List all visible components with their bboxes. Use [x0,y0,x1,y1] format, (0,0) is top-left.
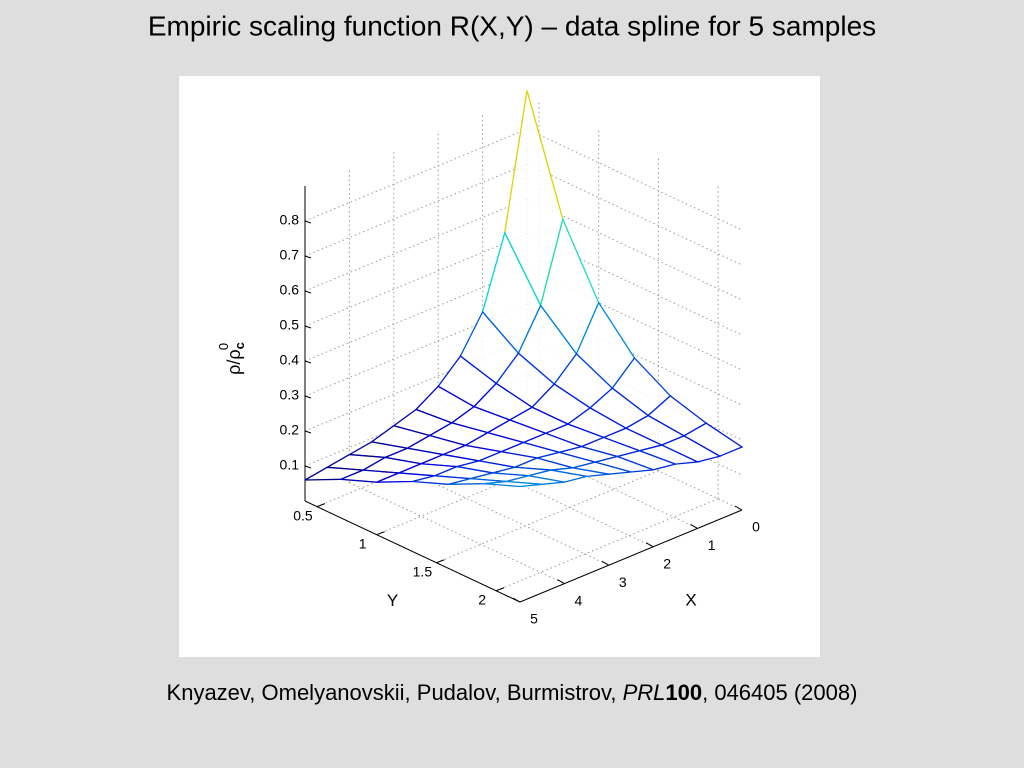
y-axis [304,500,521,603]
z-tick-label: 0.6 [280,282,300,298]
citation: Knyazev, Omelyanovskii, Pudalov, Burmist… [0,680,1024,706]
y-tick [436,559,445,564]
z-tick [304,465,312,469]
z-tick-label: 0.1 [280,457,300,473]
x-tick [557,579,565,585]
z-tick-label: 0.7 [280,247,300,263]
x-tick [690,523,698,529]
z-tick [304,290,312,294]
z-axis-label: ρ/ρc0 [216,342,247,375]
y-tick-label: 2 [478,591,486,607]
x-tick [512,597,521,603]
y-tick-label: 1.5 [413,563,433,579]
x-axis [519,509,743,603]
x-tick-label: 2 [663,556,671,572]
y-tick [316,503,326,508]
x-tick [734,505,743,511]
z-tick-label: 0.8 [280,212,300,228]
z-label-base: ρ/ρ [224,349,244,374]
surface-cell [484,480,543,488]
z-label-sup: 0 [216,343,231,350]
volume: 100 [665,680,703,705]
x-tick [601,560,610,566]
x-tick-label: 5 [530,611,538,627]
z-tick [304,430,312,434]
y-tick [376,531,385,536]
citation-rest: , 046405 (2008) [702,680,858,705]
y-tick [495,587,505,592]
y-axis-label: Y [387,591,398,610]
x-tick-label: 1 [708,537,716,553]
chart: Empiric scaling function R(X,Y) – data s… [148,10,876,657]
z-tick-label: 0.4 [280,352,300,368]
z-tick [304,325,312,329]
z-tick-label: 0.5 [280,317,300,333]
z-tick [304,220,312,224]
x-axis-label: X [685,590,696,609]
journal: PRL [622,680,666,705]
x-tick-label: 4 [575,592,583,608]
y-tick-label: 0.5 [293,507,313,523]
x-tick-label: 3 [619,574,627,590]
z-tick [304,360,312,364]
z-tick-label: 0.2 [280,422,300,438]
z-label-sub: c [232,342,247,349]
z-tick-label: 0.3 [280,387,300,403]
x-tick-label: 0 [752,519,760,535]
z-tick [304,395,312,399]
chart-title: Empiric scaling function R(X,Y) – data s… [148,10,876,41]
z-tick [304,255,312,259]
authors: Knyazev, Omelyanovskii, Pudalov, Burmist… [166,680,623,705]
y-tick-label: 1 [359,535,367,551]
x-tick [645,542,654,548]
